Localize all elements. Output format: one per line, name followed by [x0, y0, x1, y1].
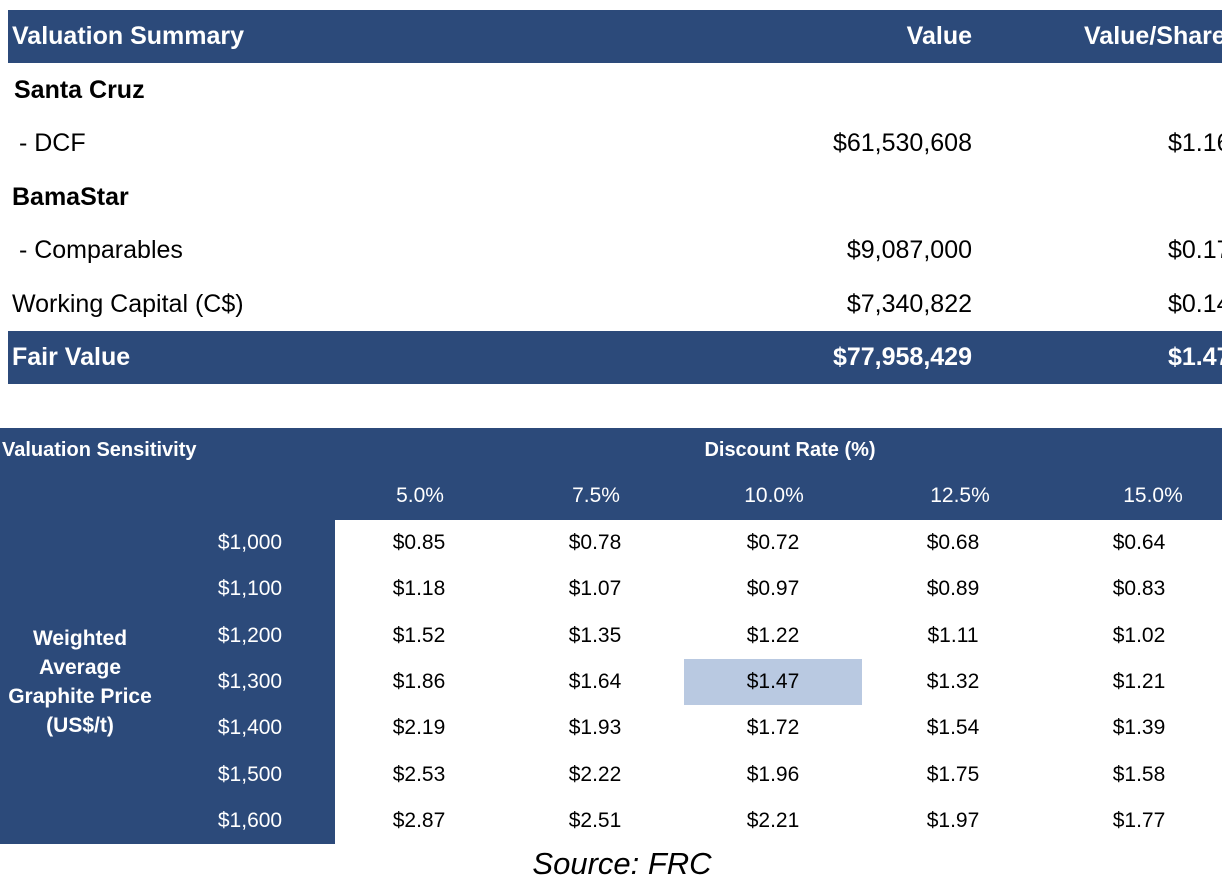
value-per-share-cell: $1.22 — [746, 623, 800, 647]
value-per-share-cell: $2.22 — [568, 762, 622, 786]
value-per-share-cell: $2.87 — [392, 808, 446, 832]
value-per-share-cell: $1.02 — [1112, 623, 1166, 647]
graphite-price-axis-label-line: (US$/t) — [46, 714, 114, 737]
value-column-header: Value — [906, 22, 972, 50]
value-per-share-cell: $0.78 — [568, 531, 622, 554]
value-per-share-cell: $2.19 — [392, 716, 446, 740]
graphite-price-row-header: $1,300 — [217, 669, 283, 693]
discount-rate-header: 7.5% — [572, 484, 620, 507]
value-per-share-cell: $1.39 — [1112, 716, 1166, 740]
summary-row-label: Santa Cruz — [14, 76, 145, 104]
value-per-share-cell: $2.53 — [392, 762, 446, 786]
summary-title: Valuation Summary — [12, 22, 245, 50]
summary-row-label: Working Capital (C$) — [12, 290, 244, 318]
value-per-share-cell: $1.86 — [392, 669, 446, 693]
value-per-share-cell: $2.21 — [746, 808, 800, 832]
graphite-price-axis-label-line: Average — [38, 656, 122, 679]
summary-row: - Comparables $9,087,000 $0.17 — [8, 224, 1222, 277]
summary-row-value: $61,530,608 — [832, 129, 972, 157]
value-per-share-cell: $1.75 — [926, 762, 980, 786]
summary-row-value-per-share: $0.14 — [1168, 290, 1222, 318]
valuation-sensitivity-table: Valuation Sensitivity Discount Rate (%) … — [0, 428, 1222, 844]
summary-row-label: - DCF — [12, 129, 86, 157]
source-caption: Source: FRC — [532, 846, 712, 881]
summary-row: - DCF $61,530,608 $1.16 — [8, 117, 1222, 170]
value-per-share-cell: $1.96 — [746, 762, 800, 786]
summary-row-value-per-share: $0.17 — [1168, 236, 1222, 264]
graphite-price-row-header: $1,000 — [217, 531, 283, 554]
summary-row: BamaStar — [8, 171, 1222, 224]
discount-rate-header: 15.0% — [1123, 484, 1183, 507]
value-per-share-cell: $1.72 — [746, 716, 800, 740]
graphite-price-row-header: $1,200 — [217, 623, 283, 647]
value-per-share-cell: $1.52 — [392, 623, 446, 647]
value-per-share-cell: $1.58 — [1112, 762, 1166, 786]
value-per-share-cell: $0.85 — [392, 531, 446, 554]
graphite-price-row-header: $1,100 — [217, 577, 283, 601]
value-per-share-cell: $1.64 — [568, 669, 622, 693]
valuation-summary-table: Valuation Summary Value Value/Share Sant… — [8, 10, 1222, 384]
value-per-share-cell: $1.77 — [1112, 808, 1166, 832]
sensitivity-title: Valuation Sensitivity — [2, 439, 197, 461]
value-per-share-column-header: Value/Share — [1084, 22, 1222, 50]
discount-rate-header: 5.0% — [396, 484, 444, 507]
summary-row-label: - Comparables — [12, 236, 183, 264]
summary-row: Working Capital (C$) $7,340,822 $0.14 — [8, 278, 1222, 331]
value-per-share-cell: $1.32 — [926, 669, 980, 693]
graphite-price-row-header: $1,400 — [217, 716, 283, 740]
discount-rate-header: 12.5% — [930, 484, 990, 507]
summary-row-value: $7,340,822 — [846, 290, 972, 318]
value-per-share-cell: $0.83 — [1112, 577, 1166, 601]
summary-row-label: BamaStar — [12, 183, 129, 211]
fair-value-value: $77,958,429 — [832, 343, 972, 371]
graphite-price-axis-label: Weighted Average Graphite Price (US$/t) — [0, 624, 160, 740]
value-per-share-cell: $1.35 — [568, 623, 622, 647]
sensitivity-row-header-panel — [0, 520, 335, 844]
value-per-share-cell: $1.97 — [926, 808, 980, 832]
value-per-share-cell: $1.07 — [568, 577, 622, 601]
value-per-share-cell: $1.93 — [568, 716, 622, 740]
value-per-share-cell: $0.68 — [926, 531, 980, 554]
value-per-share-cell: $0.64 — [1112, 531, 1166, 554]
graphite-price-row-header: $1,500 — [217, 762, 283, 786]
discount-rate-header: 10.0% — [744, 484, 804, 507]
value-per-share-cell: $1.11 — [927, 623, 979, 647]
value-per-share-cell: $1.18 — [392, 577, 446, 601]
fair-value-per-share: $1.47 — [1168, 343, 1222, 371]
graphite-price-row-header: $1,600 — [217, 808, 283, 832]
value-per-share-cell: $1.54 — [926, 716, 980, 740]
summary-row-value-per-share: $1.16 — [1168, 129, 1222, 157]
graphite-price-axis-label-line: Graphite Price — [8, 685, 152, 708]
discount-rate-axis-label: Discount Rate (%) — [704, 439, 876, 461]
value-per-share-cell: $2.51 — [568, 808, 622, 832]
summary-header-row: Valuation Summary Value Value/Share — [8, 10, 1222, 63]
value-per-share-cell: $0.72 — [746, 531, 800, 554]
fair-value-row: Fair Value $77,958,429 $1.47 — [8, 331, 1222, 384]
value-per-share-cell: $0.89 — [926, 577, 980, 601]
value-per-share-cell: $0.97 — [746, 577, 800, 601]
value-per-share-cell: $1.21 — [1112, 669, 1166, 693]
sensitivity-column-header-bar — [0, 472, 1222, 520]
highlighted-value-cell: $1.47 — [684, 658, 862, 705]
summary-row-value: $9,087,000 — [846, 236, 972, 264]
summary-row: Santa Cruz — [8, 64, 1222, 117]
fair-value-label: Fair Value — [12, 343, 131, 371]
graphite-price-axis-label-line: Weighted — [32, 627, 128, 650]
sensitivity-title-bar — [0, 428, 1222, 472]
